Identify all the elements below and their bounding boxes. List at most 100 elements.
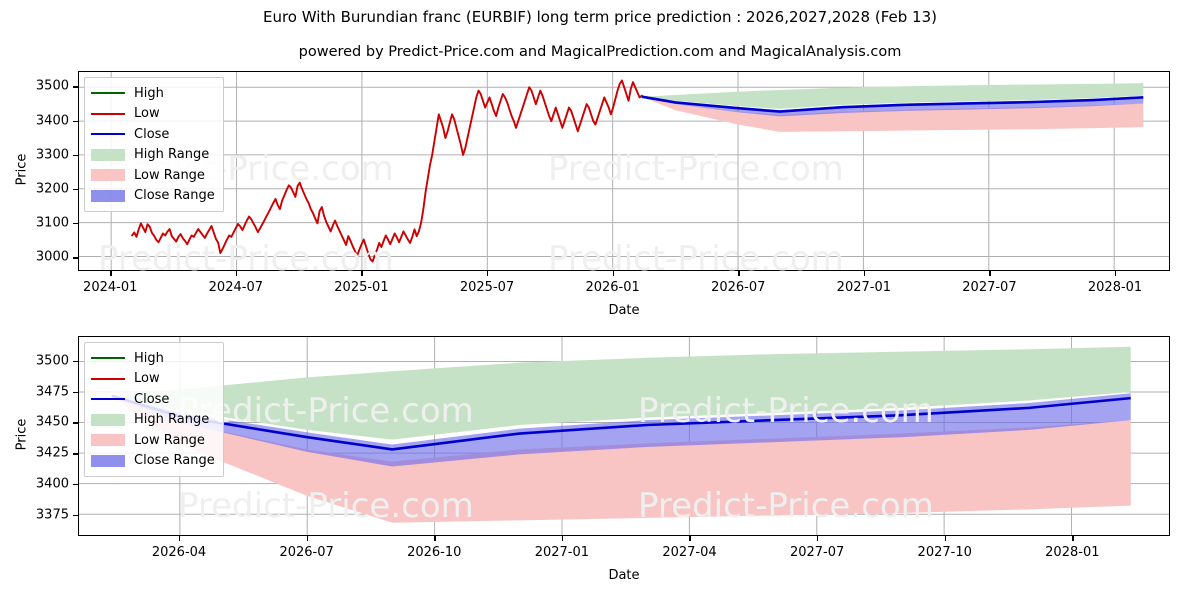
y-axis-tick-label: 3500: [35, 78, 69, 94]
legend-item-label: Low Range: [134, 432, 205, 448]
legend-item-label: High Range: [134, 412, 210, 428]
x-tick-mark: [306, 536, 308, 541]
y-axis-tick-label: 3375: [35, 507, 69, 523]
x-tick-mark: [817, 536, 819, 541]
x-axis-tick-label: 2027-04: [662, 545, 717, 560]
x-axis-title: Date: [608, 303, 640, 318]
legend-item-close-range: Close Range: [91, 186, 215, 207]
y-axis-title: Price: [14, 153, 30, 186]
legend-swatch-close-icon: [91, 392, 125, 406]
y-axis-tick-label: 3200: [35, 181, 69, 197]
x-tick-mark: [561, 536, 564, 541]
y-tick-mark: [73, 257, 78, 259]
legend-item-high: High: [91, 348, 215, 369]
legend-swatch-low-range-icon: [91, 433, 125, 447]
detail-plot-svg: [79, 337, 1169, 535]
x-tick-mark: [944, 536, 947, 541]
legend-item-label: Close Range: [134, 188, 215, 204]
x-tick-mark: [179, 536, 181, 541]
x-tick-mark: [1072, 536, 1074, 541]
y-tick-mark: [73, 86, 78, 88]
x-axis-tick-label: 2025-07: [459, 280, 515, 295]
close-range-band: [111, 393, 1131, 467]
y-axis-tick-label: 3400: [35, 113, 69, 129]
legend-swatch-close-icon: [91, 127, 125, 141]
legend-swatch-high-icon: [91, 351, 125, 365]
x-axis-tick-label: 2027-01: [534, 545, 590, 560]
x-axis-tick-label: 2027-10: [917, 545, 972, 560]
legend-mark: [91, 92, 125, 95]
high-range-band: [641, 83, 1144, 109]
legend-item-low: Low: [91, 104, 215, 125]
y-axis-tick-label: 3425: [35, 445, 69, 461]
legend-mark: [91, 169, 125, 182]
legend-mark: [91, 434, 125, 447]
y-tick-mark: [73, 188, 78, 191]
legend-mark: [91, 112, 125, 115]
y-axis-tick-label: 3500: [35, 353, 69, 369]
legend-mark: [91, 377, 125, 380]
legend-item-label: Close: [134, 391, 170, 407]
legend-item-label: High Range: [134, 147, 210, 163]
overview-legend: High Low Close High Range Low Range Close Ran…: [84, 77, 224, 212]
legend-mark: [91, 454, 125, 467]
y-axis-tick-label: 3300: [35, 147, 69, 163]
x-tick-mark: [863, 271, 866, 276]
page-subtitle: powered by Predict-Price.com and Magical…: [298, 44, 902, 60]
legend-item-low-range: Low Range: [91, 165, 215, 186]
legend-mark: [91, 413, 125, 426]
low-range-band: [111, 395, 1131, 523]
x-tick-mark: [235, 271, 238, 276]
y-tick-mark: [73, 223, 78, 225]
x-axis-tick-label: 2028-01: [1045, 545, 1100, 560]
y-tick-mark: [73, 154, 78, 157]
legend-mark: [91, 189, 125, 202]
x-tick-mark: [612, 271, 614, 276]
x-tick-mark: [434, 536, 436, 541]
y-axis-tick-label: 3450: [35, 414, 69, 430]
legend-item-label: Low Range: [134, 167, 205, 183]
legend-item-label: Close: [134, 126, 170, 142]
y-tick-mark: [73, 120, 78, 122]
page-title: Euro With Burundian franc (EURBIF) long …: [262, 8, 937, 26]
x-axis-tick-label: 2028-01: [1087, 280, 1143, 295]
legend-item-low: Low: [91, 369, 215, 390]
detail-chart-panel: Predict-Price.com Predict-Price.com Predic…: [15, 336, 1170, 583]
x-axis-tick-label: 2027-01: [836, 280, 892, 295]
legend-item-close: Close: [91, 389, 215, 410]
x-axis-tick-label: 2027-07: [962, 280, 1017, 295]
legend-item-close: Close: [91, 124, 215, 145]
overview-plot-area: [78, 71, 1170, 271]
overview-chart-panel: Predict-Price.com Predict-Price.com Predic…: [15, 71, 1170, 318]
legend-swatch-close-range-icon: [91, 454, 125, 468]
legend-item-label: High: [134, 350, 164, 366]
x-axis-tick-label: 2025-01: [334, 280, 389, 295]
y-axis-tick-label: 3000: [35, 249, 69, 265]
x-tick-mark: [738, 271, 740, 276]
legend-swatch-low-range-icon: [91, 168, 125, 182]
y-tick-mark: [73, 360, 78, 362]
x-axis-tick-label: 2026-01: [585, 280, 640, 295]
legend-item-low-range: Low Range: [91, 430, 215, 451]
y-tick-mark: [73, 515, 78, 517]
legend-item-high-range: High Range: [91, 145, 215, 166]
x-axis-tick-label: 2026-07: [279, 545, 334, 560]
legend-mark: [91, 133, 125, 136]
y-tick-mark: [73, 391, 78, 393]
x-axis-tick-label: 2026-10: [407, 545, 462, 560]
x-tick-mark: [1115, 271, 1117, 276]
overview-plot-svg: [79, 72, 1169, 270]
x-tick-mark: [110, 271, 112, 276]
legend-swatch-low-icon: [91, 107, 125, 121]
legend-item-label: Low: [134, 371, 160, 387]
legend-mark: [91, 148, 125, 161]
y-tick-mark: [73, 484, 78, 486]
legend-mark: [91, 357, 125, 360]
y-tick-mark: [73, 453, 78, 455]
legend-swatch-high-icon: [91, 86, 125, 100]
x-axis-title: Date: [608, 568, 640, 583]
x-tick-mark: [689, 536, 691, 541]
y-axis-title: Price: [14, 418, 30, 451]
detail-plot-area: [78, 336, 1170, 536]
